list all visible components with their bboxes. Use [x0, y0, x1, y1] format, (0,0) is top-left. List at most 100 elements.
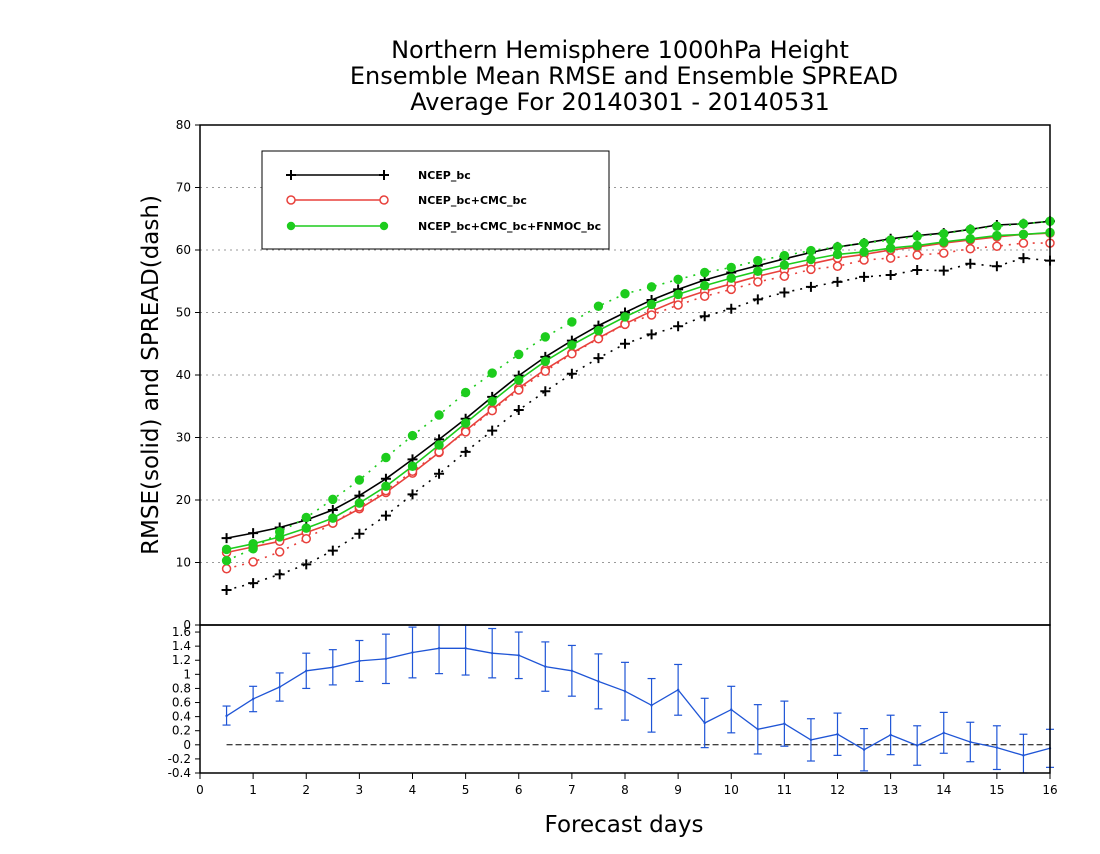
series-0-spread-point-3 — [301, 559, 312, 570]
series-0-spread-point-0 — [221, 585, 232, 595]
series-2-spread-point-27 — [939, 229, 949, 239]
bottom-y-tick-label-1: 1 — [183, 667, 191, 681]
series-0-spread-point-15 — [620, 338, 630, 349]
series-1-spread-point-29 — [992, 241, 1002, 251]
x-tick-label-16: 16 — [1042, 783, 1057, 797]
series-2-spread-point-15 — [620, 289, 630, 299]
legend-item-0-marker-1 — [379, 170, 389, 180]
series-2-spread-point-19 — [726, 262, 736, 273]
x-tick-label-4: 4 — [409, 783, 417, 797]
series-2-spread-point-18 — [699, 267, 710, 278]
series-0-rmse-point-0 — [221, 533, 232, 544]
difference-point-17 — [676, 688, 680, 692]
difference-point-28 — [969, 740, 972, 744]
series-1-spread-point-28 — [965, 244, 976, 254]
x-tick-label-0: 0 — [196, 783, 204, 797]
bottom-y-tick-label-0: 0 — [183, 738, 191, 752]
x-tick-label-6: 6 — [515, 783, 523, 797]
series-2-spread-point-8 — [434, 410, 444, 420]
series-0-spread-point-10 — [487, 425, 498, 436]
rmse-spread-panel: 0 10 20 30 40 50 60 70 80 — [176, 118, 1055, 632]
difference-point-25 — [889, 733, 892, 737]
series-1-spread-point-10 — [487, 405, 497, 416]
y-tick-label-30: 30 — [176, 431, 191, 445]
series-2-rmse-point-19 — [726, 273, 736, 283]
difference-point-30 — [1022, 754, 1025, 757]
x-tick-label-11: 11 — [777, 783, 792, 797]
bottom-y-tick-label-1.4: 1.4 — [172, 639, 191, 653]
series-0-spread-point-1 — [248, 578, 259, 589]
y-tick-label-60: 60 — [176, 243, 191, 257]
series-2-rmse-point-8 — [434, 440, 444, 450]
series-2-rmse-point-17 — [673, 289, 683, 300]
legend-item-1-marker-1 — [379, 195, 389, 205]
series-0-spread-point-20 — [752, 294, 763, 305]
x-tick-label-12: 12 — [830, 783, 845, 797]
series-1-spread-point-18 — [699, 291, 710, 301]
series-1-spread-point-20 — [753, 277, 763, 287]
difference-point-7 — [411, 651, 414, 654]
series-0-spread-point-19 — [726, 303, 737, 314]
series-1-spread-point-12 — [540, 366, 551, 376]
series-0-rmse-point-1 — [248, 528, 259, 539]
difference-point-27 — [942, 731, 945, 735]
legend-item-0-label: NCEP_bc — [418, 169, 471, 182]
x-tick-label-13: 13 — [883, 783, 898, 797]
series-1-spread-point-16 — [646, 310, 657, 320]
series-2-rmse-point-12 — [540, 356, 551, 366]
series-2-spread-point-21 — [779, 250, 790, 261]
series-1-spread-point-11 — [514, 385, 524, 395]
difference-point-6 — [384, 657, 388, 661]
x-tick-label-9: 9 — [674, 783, 682, 797]
series-2-spread-line — [226, 220, 1051, 562]
series-2-rmse-point-22 — [806, 254, 816, 265]
series-2-spread-point-13 — [567, 317, 577, 327]
series-2-rmse-point-14 — [593, 325, 604, 336]
series-2-spread-point-0 — [221, 555, 232, 566]
series-2-rmse-point-13 — [567, 340, 577, 350]
series-2-spread-point-25 — [885, 235, 896, 245]
legend-item-2-label: NCEP_bc+CMC_bc+FNMOC_bc — [418, 220, 601, 233]
bottom-y-tick-label-0.2: 0.2 — [172, 724, 191, 738]
series-0-spread-point-13 — [566, 368, 577, 379]
series-0-spread-point-7 — [407, 489, 418, 500]
series-2-rmse-point-20 — [753, 266, 763, 276]
series-0-spread-point-30 — [1018, 253, 1029, 264]
series-1-spread-point-2 — [274, 547, 285, 557]
series-0-spread-point-21 — [779, 287, 790, 298]
series-0-spread-point-17 — [673, 321, 684, 332]
difference-point-15 — [623, 690, 627, 693]
y-tick-label-80: 80 — [176, 118, 191, 132]
y-tick-label-0: 0 — [183, 618, 191, 632]
series-2-rmse-point-28 — [965, 234, 976, 244]
difference-point-3 — [305, 669, 308, 673]
x-tick-label-14: 14 — [936, 783, 951, 797]
difference-point-22 — [809, 738, 813, 742]
series-2-rmse-point-4 — [328, 513, 338, 523]
series-2-rmse-point-27 — [939, 237, 949, 247]
series-1-spread-point-25 — [885, 253, 896, 263]
series-1-spread-point-1 — [248, 557, 258, 567]
series-0-spread-point-29 — [991, 261, 1002, 272]
series-2-spread-point-10 — [487, 368, 497, 378]
difference-point-20 — [756, 728, 760, 731]
series-0-spread-point-28 — [965, 258, 976, 269]
difference-point-11 — [517, 654, 520, 657]
series-2-spread-point-30 — [1018, 219, 1029, 229]
legend-item-2-marker-1 — [379, 221, 389, 231]
series-1-spread-point-24 — [859, 255, 869, 265]
series-0-rmse-point-4 — [327, 505, 338, 515]
series-0-spread-point-22 — [805, 281, 816, 292]
series-2-rmse-point-18 — [699, 280, 710, 291]
series-2-spread-point-14 — [593, 301, 604, 311]
difference-point-23 — [836, 733, 839, 736]
x-tick-label-5: 5 — [462, 783, 470, 797]
series-0-spread-point-11 — [513, 405, 524, 415]
series-0-spread-point-16 — [646, 329, 657, 340]
chart-title-line-1: Northern Hemisphere 1000hPa Height — [391, 36, 849, 64]
difference-point-19 — [730, 708, 733, 711]
series-2-spread-point-26 — [912, 231, 922, 241]
x-axis-title: Forecast days — [545, 812, 704, 838]
series-1-spread-point-3 — [301, 534, 311, 544]
